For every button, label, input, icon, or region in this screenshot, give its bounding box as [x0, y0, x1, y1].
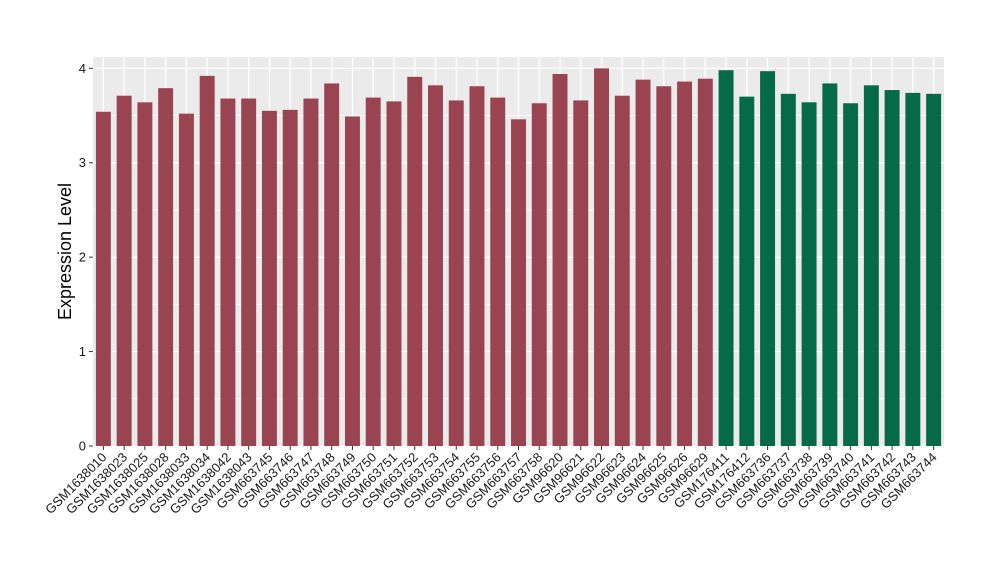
- bar-GSM663750: [365, 97, 381, 446]
- y-axis-title: Expression Level: [55, 183, 75, 320]
- bar-GSM1638043: [241, 98, 257, 446]
- bar-GSM663748: [324, 83, 340, 446]
- bar-GSM663749: [344, 116, 360, 447]
- bar-GSM663757: [511, 119, 526, 446]
- bar-GSM96624: [635, 79, 651, 447]
- bar-GSM663744: [926, 93, 942, 446]
- bar-GSM663737: [780, 93, 796, 446]
- bar-GSM1638023: [116, 95, 132, 446]
- bar-GSM96623: [614, 95, 630, 446]
- bar-GSM663742: [884, 90, 900, 447]
- bar-GSM663738: [801, 102, 817, 447]
- bar-GSM663755: [469, 86, 485, 447]
- bar-GSM663743: [905, 92, 921, 447]
- bar-GSM663751: [386, 101, 402, 446]
- bar-GSM96629: [697, 78, 713, 447]
- bar-GSM663745: [261, 110, 277, 446]
- bar-GSM663753: [428, 85, 443, 446]
- y-tick-label: 0: [79, 439, 86, 454]
- bar-GSM176411: [718, 70, 734, 446]
- bar-GSM663736: [760, 71, 776, 446]
- bar-GSM96621: [573, 100, 589, 446]
- bar-GSM1638010: [95, 111, 111, 446]
- y-tick-label: 4: [79, 61, 86, 76]
- bar-GSM663752: [407, 76, 423, 446]
- bar-GSM663758: [531, 103, 547, 447]
- bar-GSM1638025: [137, 102, 153, 447]
- bar-GSM663741: [863, 85, 879, 446]
- bar-GSM1638028: [158, 88, 174, 446]
- y-axis: 0 1 2 3 4: [79, 61, 93, 454]
- bars: [95, 68, 942, 447]
- y-tick-label: 2: [79, 250, 86, 265]
- y-tick-label: 3: [79, 155, 86, 170]
- bar-GSM663739: [822, 83, 838, 446]
- bar-GSM663754: [448, 100, 464, 446]
- bar-GSM663747: [303, 98, 319, 446]
- bar-GSM96622: [594, 68, 609, 447]
- bar-GSM663756: [490, 97, 506, 446]
- bar-GSM96625: [656, 86, 672, 447]
- bar-GSM176412: [739, 96, 755, 447]
- bar-GSM663746: [282, 109, 298, 447]
- bar-GSM663740: [843, 103, 859, 447]
- bar-GSM96620: [552, 73, 568, 446]
- bar-GSM1638033: [178, 113, 194, 446]
- bar-GSM1638042: [220, 98, 236, 446]
- x-axis: GSM1638010GSM1638023GSM1638025GSM1638028…: [42, 446, 940, 517]
- bar-GSM1638034: [199, 75, 215, 447]
- y-tick-label: 1: [79, 344, 86, 359]
- bar-GSM96626: [677, 81, 693, 446]
